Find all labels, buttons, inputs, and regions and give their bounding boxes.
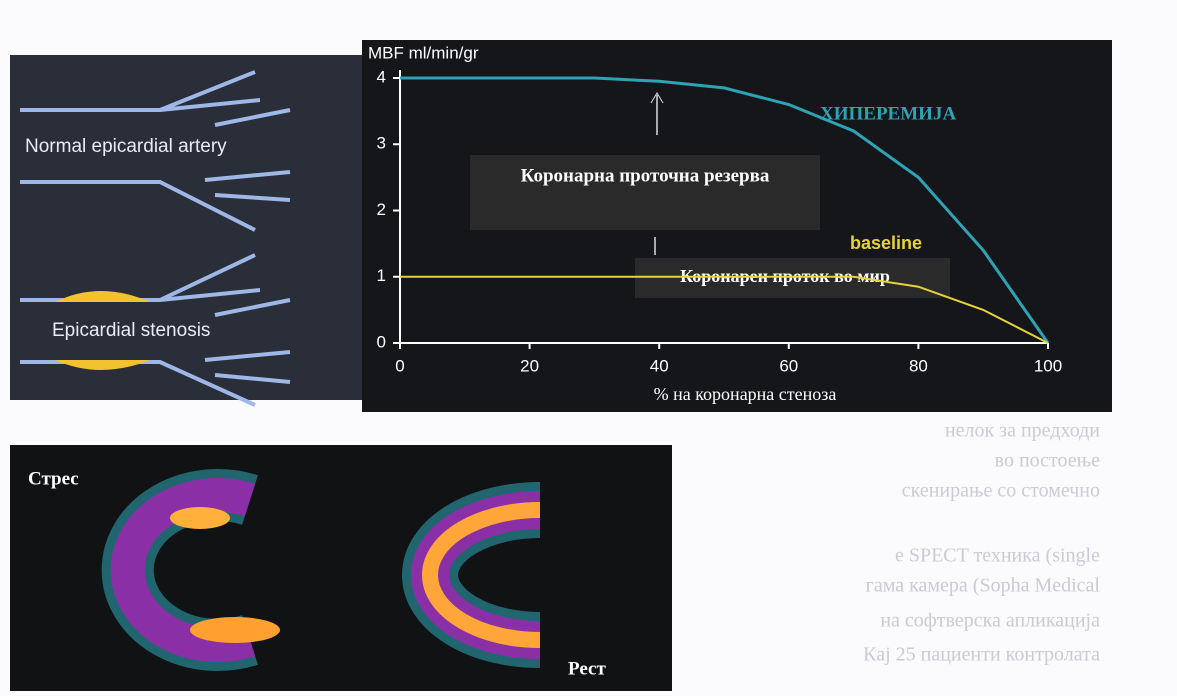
y-tick-label: 3 — [377, 134, 386, 153]
background-text: нелок за предходи во постоење скенирање … — [863, 420, 1100, 666]
page: нелок за предходи во постоење скенирање … — [0, 0, 1177, 691]
text-line: скенирање со стомечно — [902, 480, 1100, 502]
y-tick-label: 1 — [377, 266, 386, 285]
text-line: нелок за предходи — [945, 420, 1100, 442]
text-line: е SPECT техника (single — [895, 545, 1100, 567]
annotation: Коронарна проточна резерва — [521, 165, 770, 186]
text-line: на софтверска апликација — [880, 610, 1100, 632]
y-tick-label: 2 — [377, 200, 386, 219]
spect-hot — [170, 507, 230, 529]
x-tick-label: 20 — [520, 356, 539, 375]
chart: MBF ml/min/gr % на коронарна стеноза Кор… — [362, 40, 1112, 412]
x-tick-label: 80 — [909, 356, 928, 375]
series-label: ХИПЕРЕМИЈА — [820, 103, 956, 124]
x-tick-label: 40 — [650, 356, 669, 375]
text-line: во постоење — [995, 450, 1100, 472]
label: Стрес — [28, 468, 79, 489]
label: Normal epicardial artery — [25, 136, 227, 157]
left-figure: Normal epicardial artery Epicardial sten… — [10, 55, 362, 405]
y-tick-label: 4 — [377, 67, 386, 86]
x-tick-label: 0 — [395, 356, 404, 375]
label: Рест — [568, 658, 606, 679]
text-line: гама камера (Sopha Medical — [866, 575, 1101, 597]
bottom-figure: Стрес Рест — [10, 445, 672, 691]
x-axis-label: % на коронарна стеноза — [654, 384, 837, 404]
x-tick-label: 60 — [779, 356, 798, 375]
y-tick-label: 0 — [377, 332, 386, 351]
series-label: baseline — [850, 233, 922, 253]
x-tick-label: 100 — [1034, 356, 1062, 375]
spect-hot — [190, 617, 280, 643]
label: Epicardial stenosis — [52, 320, 210, 341]
text-line: Кај 25 пациенти контролата — [863, 644, 1100, 666]
y-axis-label: MBF ml/min/gr — [368, 43, 479, 62]
